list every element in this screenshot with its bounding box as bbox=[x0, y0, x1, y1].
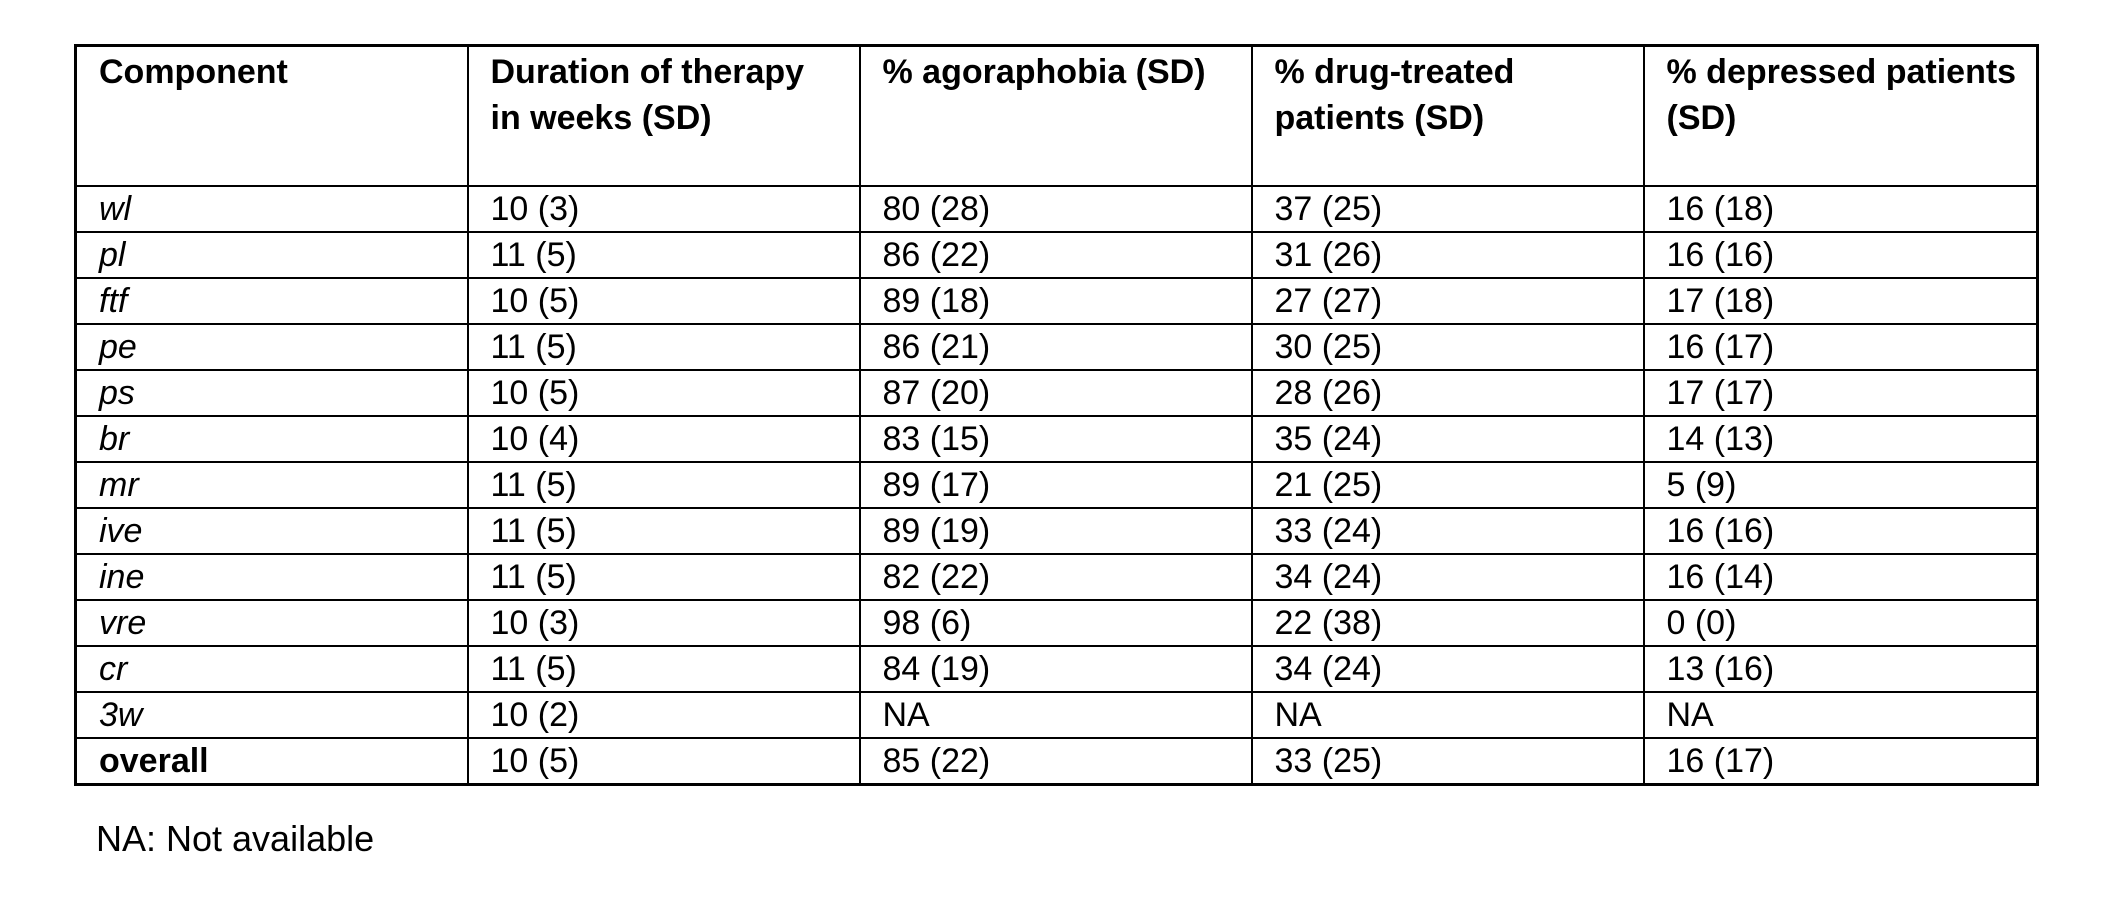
cell-agoraphobia: 82 (22) bbox=[858, 552, 1253, 601]
cell-depressed: 16 (18) bbox=[1642, 184, 2039, 233]
header-drug-treated: % drug-treated patients (SD) bbox=[1250, 44, 1645, 187]
table-row: ine 11 (5) 82 (22) 34 (24) 16 (14) bbox=[74, 552, 2039, 601]
cell-duration: 10 (2) bbox=[466, 690, 861, 739]
cell-depressed: 17 (17) bbox=[1642, 368, 2039, 417]
cell-component: ps bbox=[74, 368, 469, 417]
cell-depressed: 16 (16) bbox=[1642, 230, 2039, 279]
cell-component: ftf bbox=[74, 276, 469, 325]
table-header: Component Duration of therapy in weeks (… bbox=[74, 44, 2039, 187]
cell-duration: 10 (5) bbox=[466, 276, 861, 325]
cell-component: vre bbox=[74, 598, 469, 647]
cell-agoraphobia: 84 (19) bbox=[858, 644, 1253, 693]
table-row: mr 11 (5) 89 (17) 21 (25) 5 (9) bbox=[74, 460, 2039, 509]
cell-duration: 11 (5) bbox=[466, 322, 861, 371]
table-row: pl 11 (5) 86 (22) 31 (26) 16 (16) bbox=[74, 230, 2039, 279]
cell-drug-treated: 21 (25) bbox=[1250, 460, 1645, 509]
cell-component: br bbox=[74, 414, 469, 463]
cell-agoraphobia: 98 (6) bbox=[858, 598, 1253, 647]
cell-agoraphobia: 86 (21) bbox=[858, 322, 1253, 371]
cell-drug-treated: 33 (25) bbox=[1250, 736, 1645, 785]
header-row: Component Duration of therapy in weeks (… bbox=[74, 44, 2039, 187]
cell-duration: 10 (3) bbox=[466, 598, 861, 647]
cell-duration: 11 (5) bbox=[466, 230, 861, 279]
cell-drug-treated: 28 (26) bbox=[1250, 368, 1645, 417]
cell-component: 3w bbox=[74, 690, 469, 739]
cell-agoraphobia: 89 (18) bbox=[858, 276, 1253, 325]
cell-drug-treated: 33 (24) bbox=[1250, 506, 1645, 555]
cell-drug-treated: NA bbox=[1250, 690, 1645, 739]
cell-depressed: 17 (18) bbox=[1642, 276, 2039, 325]
table-row: vre 10 (3) 98 (6) 22 (38) 0 (0) bbox=[74, 598, 2039, 647]
table-row: pe 11 (5) 86 (21) 30 (25) 16 (17) bbox=[74, 322, 2039, 371]
cell-agoraphobia: NA bbox=[858, 690, 1253, 739]
cell-component: pe bbox=[74, 322, 469, 371]
cell-duration: 10 (3) bbox=[466, 184, 861, 233]
cell-duration: 10 (5) bbox=[466, 736, 861, 785]
table-row: overall 10 (5) 85 (22) 33 (25) 16 (17) bbox=[74, 736, 2039, 785]
cell-drug-treated: 34 (24) bbox=[1250, 644, 1645, 693]
header-component: Component bbox=[74, 44, 469, 187]
cell-drug-treated: 27 (27) bbox=[1250, 276, 1645, 325]
cell-agoraphobia: 80 (28) bbox=[858, 184, 1253, 233]
table-row: 3w 10 (2) NA NA NA bbox=[74, 690, 2039, 739]
cell-component: ive bbox=[74, 506, 469, 555]
table-row: br 10 (4) 83 (15) 35 (24) 14 (13) bbox=[74, 414, 2039, 463]
data-table-container: Component Duration of therapy in weeks (… bbox=[74, 44, 2039, 786]
table-row: wl 10 (3) 80 (28) 37 (25) 16 (18) bbox=[74, 184, 2039, 233]
table-footnote: NA: Not available bbox=[96, 818, 375, 859]
cell-drug-treated: 34 (24) bbox=[1250, 552, 1645, 601]
cell-drug-treated: 31 (26) bbox=[1250, 230, 1645, 279]
component-statistics-table: Component Duration of therapy in weeks (… bbox=[74, 44, 2039, 786]
cell-duration: 11 (5) bbox=[466, 506, 861, 555]
cell-depressed: 13 (16) bbox=[1642, 644, 2039, 693]
cell-depressed: 16 (16) bbox=[1642, 506, 2039, 555]
table-row: ps 10 (5) 87 (20) 28 (26) 17 (17) bbox=[74, 368, 2039, 417]
cell-drug-treated: 37 (25) bbox=[1250, 184, 1645, 233]
cell-component: wl bbox=[74, 184, 469, 233]
cell-agoraphobia: 83 (15) bbox=[858, 414, 1253, 463]
table-body: wl 10 (3) 80 (28) 37 (25) 16 (18) pl 11 (5) 86 … bbox=[74, 184, 2039, 785]
header-depressed: % depressed patients (SD) bbox=[1642, 44, 2039, 187]
cell-component: overall bbox=[74, 736, 469, 785]
table-row: ive 11 (5) 89 (19) 33 (24) 16 (16) bbox=[74, 506, 2039, 555]
cell-component: mr bbox=[74, 460, 469, 509]
cell-depressed: 16 (17) bbox=[1642, 322, 2039, 371]
cell-duration: 10 (4) bbox=[466, 414, 861, 463]
cell-drug-treated: 35 (24) bbox=[1250, 414, 1645, 463]
cell-agoraphobia: 85 (22) bbox=[858, 736, 1253, 785]
cell-drug-treated: 30 (25) bbox=[1250, 322, 1645, 371]
cell-agoraphobia: 87 (20) bbox=[858, 368, 1253, 417]
cell-agoraphobia: 86 (22) bbox=[858, 230, 1253, 279]
cell-depressed: 0 (0) bbox=[1642, 598, 2039, 647]
cell-component: cr bbox=[74, 644, 469, 693]
cell-duration: 10 (5) bbox=[466, 368, 861, 417]
cell-duration: 11 (5) bbox=[466, 644, 861, 693]
header-duration: Duration of therapy in weeks (SD) bbox=[466, 44, 861, 187]
cell-depressed: NA bbox=[1642, 690, 2039, 739]
cell-depressed: 14 (13) bbox=[1642, 414, 2039, 463]
cell-component: ine bbox=[74, 552, 469, 601]
cell-duration: 11 (5) bbox=[466, 460, 861, 509]
table-row: cr 11 (5) 84 (19) 34 (24) 13 (16) bbox=[74, 644, 2039, 693]
cell-drug-treated: 22 (38) bbox=[1250, 598, 1645, 647]
cell-agoraphobia: 89 (19) bbox=[858, 506, 1253, 555]
header-agoraphobia: % agoraphobia (SD) bbox=[858, 44, 1253, 187]
cell-depressed: 16 (17) bbox=[1642, 736, 2039, 785]
table-row: ftf 10 (5) 89 (18) 27 (27) 17 (18) bbox=[74, 276, 2039, 325]
cell-agoraphobia: 89 (17) bbox=[858, 460, 1253, 509]
cell-duration: 11 (5) bbox=[466, 552, 861, 601]
cell-component: pl bbox=[74, 230, 469, 279]
cell-depressed: 16 (14) bbox=[1642, 552, 2039, 601]
cell-depressed: 5 (9) bbox=[1642, 460, 2039, 509]
